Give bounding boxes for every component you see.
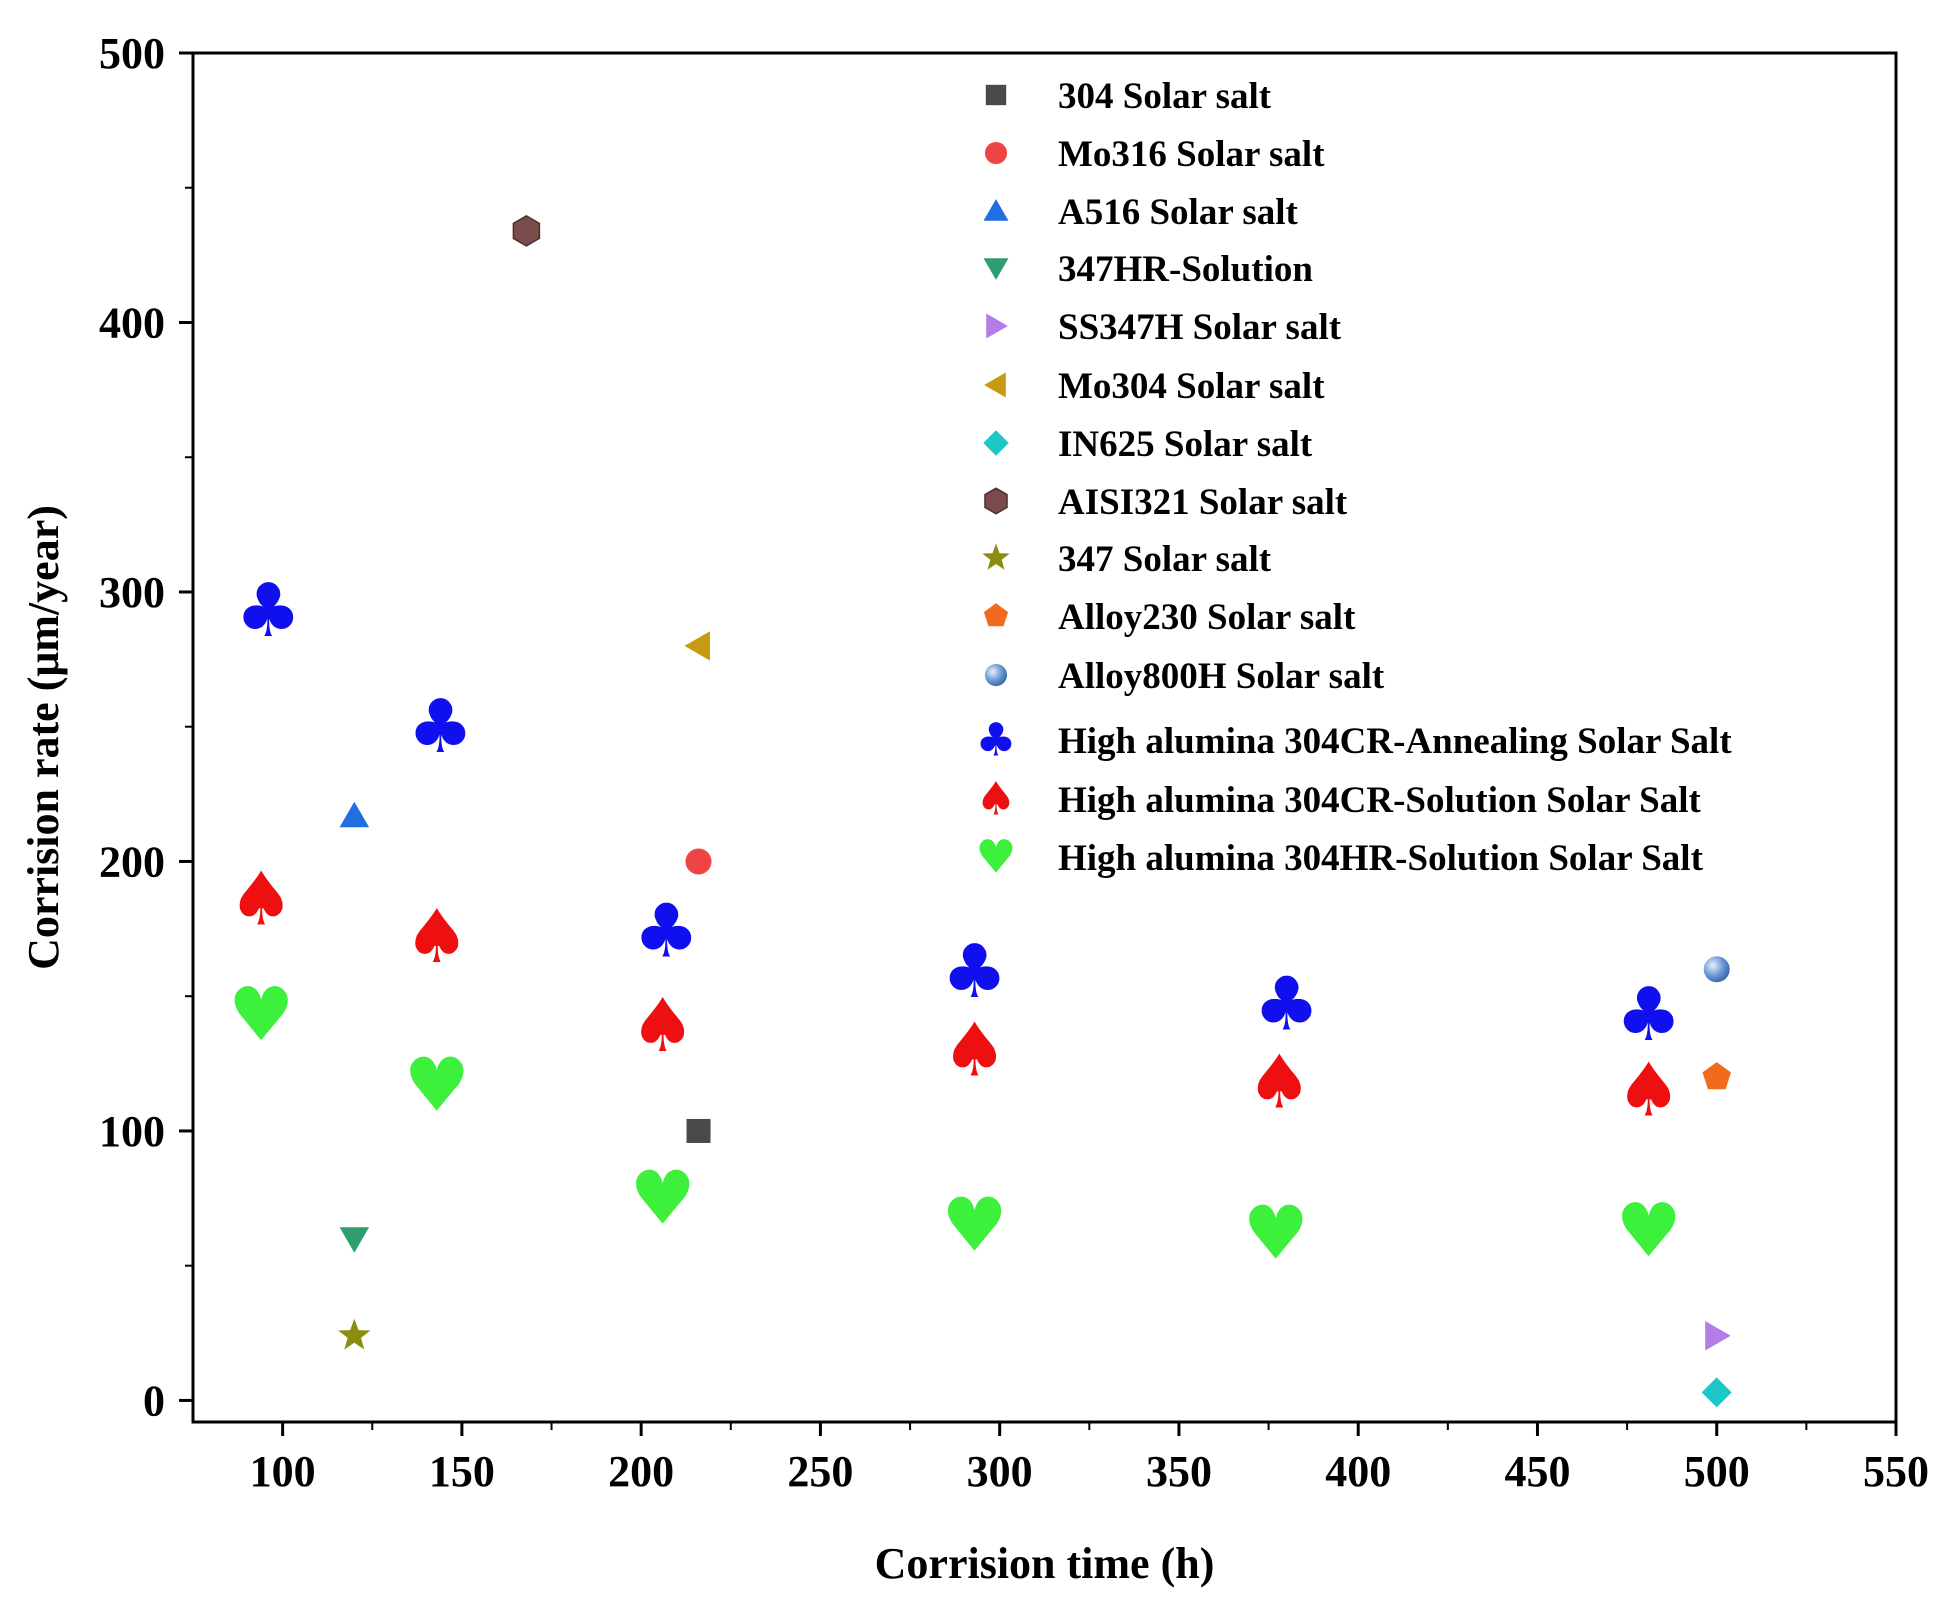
series-10 [1703, 956, 1730, 983]
series-11: ♣ ♣ ♣ ♣ ♣ ♣ [235, 568, 1682, 1058]
y-tick-label: 500 [99, 29, 165, 78]
x-tick-label: 550 [1863, 1447, 1929, 1496]
data-point [685, 848, 712, 875]
series-7 [512, 215, 541, 247]
series-8 [338, 1318, 371, 1350]
legend-marker: ♥ [975, 830, 1016, 884]
data-point: ♣ [235, 568, 301, 654]
data-point [686, 1118, 711, 1143]
y-tick-label: 0 [143, 1376, 165, 1425]
legend-label: High alumina 304CR-Solution Solar Salt [1058, 780, 1702, 821]
y-tick-label: 200 [99, 837, 165, 886]
data-point: ♥ [629, 1155, 695, 1241]
data-point: ♣ [1253, 961, 1319, 1047]
x-axis-title: Corrision time (h) [875, 1539, 1215, 1588]
legend-marker [984, 487, 1008, 515]
series-12: ♠ ♠ ♠ ♠ ♠ ♠ [228, 856, 1682, 1133]
data-point [1701, 1377, 1732, 1408]
legend-label: Alloy230 Solar salt [1058, 597, 1356, 638]
series-4 [1705, 1321, 1731, 1351]
y-tick-label: 100 [99, 1107, 165, 1156]
x-tick-label: 350 [1146, 1447, 1212, 1496]
legend-label: A516 Solar salt [1058, 192, 1299, 233]
legend-label: 347 Solar salt [1058, 539, 1272, 580]
x-axis: 100 150 200 250 300 350 400 450 500 550 [250, 1422, 1929, 1496]
y-axis: 0 100 200 300 400 500 [99, 29, 193, 1425]
legend-marker [983, 430, 1009, 456]
data-point: ♠ [404, 894, 470, 980]
legend-marker: ♣ [975, 713, 1016, 767]
legend-label: SS347H Solar salt [1058, 307, 1342, 348]
legend-marker: ♠ [975, 772, 1016, 826]
y-tick-label: 400 [99, 298, 165, 347]
series-5 [684, 631, 710, 661]
series-9 [1702, 1062, 1731, 1090]
legend-label: Mo304 Solar salt [1058, 366, 1325, 407]
data-point: ♠ [941, 1007, 1007, 1093]
legend-marker [984, 372, 1006, 398]
legend-marker [983, 258, 1009, 280]
x-tick-label: 400 [1325, 1447, 1391, 1496]
x-tick-label: 200 [608, 1447, 674, 1496]
data-point: ♣ [1615, 972, 1681, 1058]
x-tick-label: 100 [250, 1447, 316, 1496]
legend-marker [983, 603, 1009, 627]
series-0 [686, 1118, 711, 1143]
y-tick-label: 300 [99, 568, 165, 617]
data-point: ♠ [228, 856, 294, 942]
data-point [338, 1318, 371, 1350]
x-tick-label: 300 [967, 1447, 1033, 1496]
data-point: ♥ [228, 972, 294, 1058]
legend-label: High alumina 304HR-Solution Solar Salt [1058, 838, 1704, 879]
data-point [512, 215, 541, 247]
series-2 [339, 801, 370, 828]
data-point: ♠ [1246, 1040, 1312, 1126]
data-point [1705, 1321, 1731, 1351]
legend: 304 Solar salt Mo316 Solar salt A516 Solar… [975, 76, 1732, 884]
data-point [684, 631, 710, 661]
data-point: ♣ [941, 929, 1007, 1015]
data-point: ♣ [633, 889, 699, 975]
data-point: ♥ [941, 1182, 1007, 1268]
series-3 [339, 1227, 370, 1253]
x-tick-label: 150 [429, 1447, 495, 1496]
y-axis-title: Corrision rate (μm/year) [19, 505, 68, 970]
data-markers: ♣♣♣ ♣ ♣ ♣♠ ♠♠ ♠ ♠ ♠♥♥♥ ♥ ♥ ♥ [228, 215, 1732, 1408]
legend-label: Alloy800H Solar salt [1058, 656, 1385, 697]
data-point [1703, 956, 1730, 983]
x-tick-label: 250 [787, 1447, 853, 1496]
legend-label: AISI321 Solar salt [1058, 482, 1348, 523]
data-point: ♣ [407, 684, 473, 770]
legend-label: 347HR-Solution [1058, 249, 1313, 290]
data-point: ♥ [1615, 1188, 1681, 1274]
legend-marker [985, 84, 1007, 106]
x-tick-label: 500 [1684, 1447, 1750, 1496]
legend-marker [983, 199, 1009, 221]
legend-label: High alumina 304CR-Annealing Solar Salt [1058, 721, 1732, 762]
legend-label: 304 Solar salt [1058, 76, 1272, 117]
legend-marker [982, 543, 1010, 570]
data-point [339, 801, 370, 828]
plot-frame [191, 51, 1898, 1424]
data-point: ♥ [1243, 1191, 1309, 1277]
legend-label: IN625 Solar salt [1058, 424, 1313, 465]
data-point [339, 1227, 370, 1253]
x-tick-label: 450 [1504, 1447, 1570, 1496]
series-6 [1701, 1377, 1732, 1408]
legend-marker [984, 141, 1008, 165]
legend-marker [984, 663, 1008, 687]
data-point: ♠ [1615, 1048, 1681, 1134]
series-13: ♥ ♥ ♥ ♥ ♥ ♥ [228, 972, 1682, 1276]
data-point [1702, 1062, 1731, 1090]
data-point: ♠ [629, 983, 695, 1069]
legend-marker [986, 313, 1008, 339]
legend-label: Mo316 Solar salt [1058, 134, 1325, 175]
series-1 [685, 848, 712, 875]
data-point: ♥ [404, 1042, 470, 1128]
